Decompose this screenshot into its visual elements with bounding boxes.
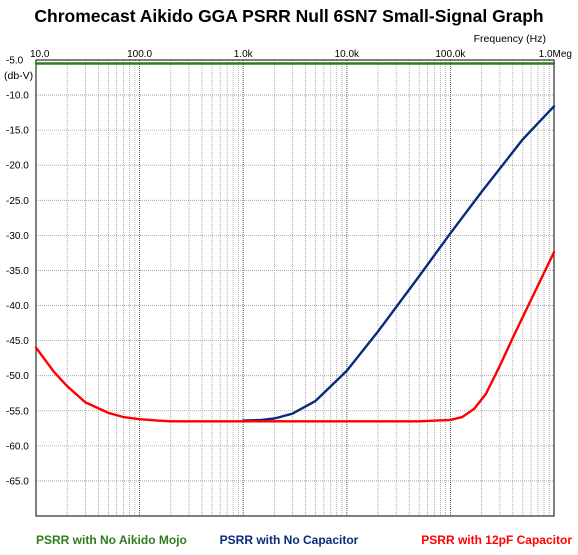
y-tick-label: -15.0 <box>6 126 29 137</box>
y-tick-label: -5.0 <box>6 56 24 67</box>
x-axis-label: Frequency (Hz) <box>474 33 546 45</box>
y-tick-label: -10.0 <box>6 91 29 102</box>
series-layer <box>34 62 556 423</box>
legend-no-aikido-mojo: PSRR with No Aikido Mojo <box>36 533 187 547</box>
legend-no-capacitor: PSRR with No Capacitor <box>219 533 359 547</box>
chart-title: Chromecast Aikido GGA PSRR Null 6SN7 Sma… <box>34 6 544 26</box>
x-tick-label: 100.0k <box>435 49 466 60</box>
y-tick-label: -45.0 <box>6 336 29 347</box>
tick-labels: -5.0 -10.0 -15.0 -20.0 -25.0 -30.0 -35.0 -40.0 -… <box>6 49 572 487</box>
y-tick-label: -20.0 <box>6 161 29 172</box>
x-tick-label: 100.0 <box>127 49 152 60</box>
y-tick-label: -30.0 <box>6 231 29 242</box>
y-tick-label: -25.0 <box>6 196 29 207</box>
x-tick-label: 10.0k <box>335 49 360 60</box>
y-tick-label: -65.0 <box>6 476 29 487</box>
series-line-2 <box>34 251 556 423</box>
x-tick-label: 10.0 <box>30 49 50 60</box>
x-tick-label: 1.0k <box>234 49 254 60</box>
plot-border <box>35 59 555 517</box>
legend-12pf-capacitor: PSRR with 12pF Capacitor <box>421 533 572 547</box>
y-tick-label: -60.0 <box>6 441 29 452</box>
grid-lines <box>35 59 555 517</box>
y-axis-label: (db-V) <box>4 70 33 82</box>
y-tick-label: -40.0 <box>6 301 29 312</box>
series-line-1 <box>242 105 556 422</box>
y-tick-label: -55.0 <box>6 406 29 417</box>
x-tick-label: 1.0Meg <box>539 49 572 60</box>
y-tick-label: -35.0 <box>6 266 29 277</box>
y-tick-label: -50.0 <box>6 371 29 382</box>
